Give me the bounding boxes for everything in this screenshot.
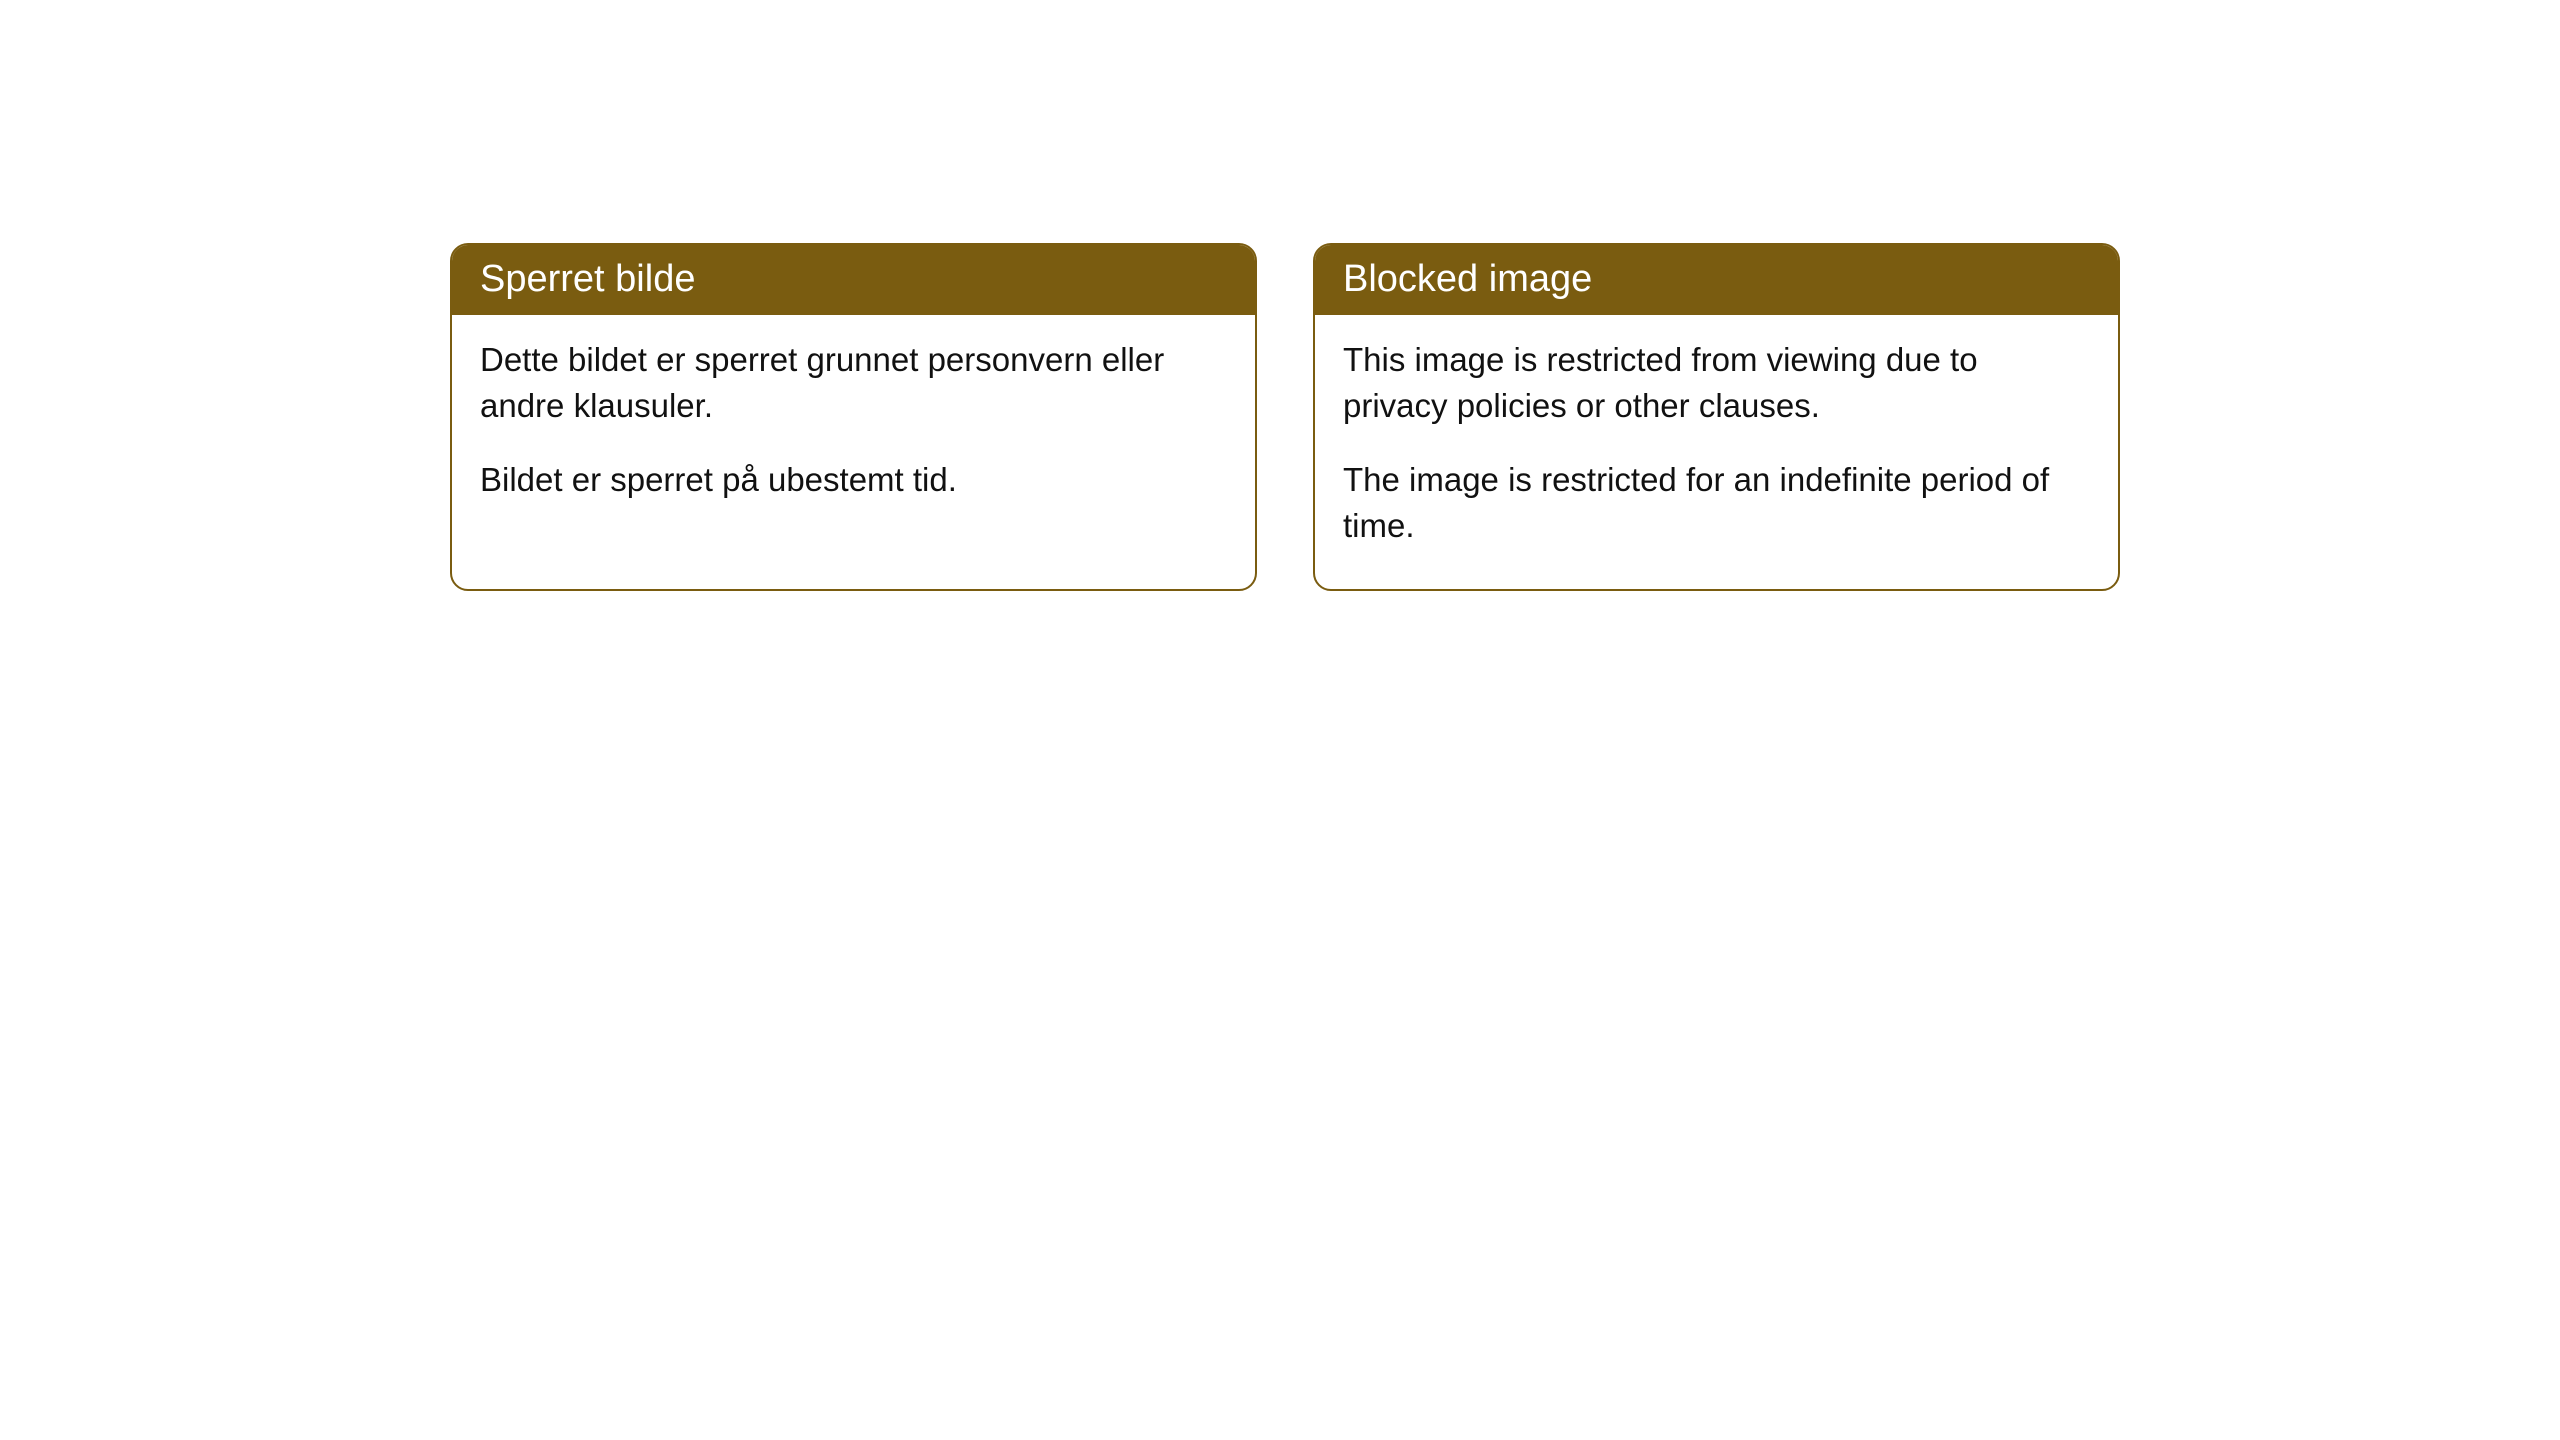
notice-paragraph: The image is restricted for an indefinit…: [1343, 457, 2090, 549]
notice-paragraph: This image is restricted from viewing du…: [1343, 337, 2090, 429]
notice-paragraph: Bildet er sperret på ubestemt tid.: [480, 457, 1227, 503]
notice-card-english: Blocked image This image is restricted f…: [1313, 243, 2120, 591]
card-body: This image is restricted from viewing du…: [1315, 315, 2118, 590]
card-header: Sperret bilde: [452, 245, 1255, 315]
notice-card-norwegian: Sperret bilde Dette bildet er sperret gr…: [450, 243, 1257, 591]
notice-container: Sperret bilde Dette bildet er sperret gr…: [450, 243, 2120, 591]
card-header: Blocked image: [1315, 245, 2118, 315]
card-body: Dette bildet er sperret grunnet personve…: [452, 315, 1255, 544]
notice-paragraph: Dette bildet er sperret grunnet personve…: [480, 337, 1227, 429]
